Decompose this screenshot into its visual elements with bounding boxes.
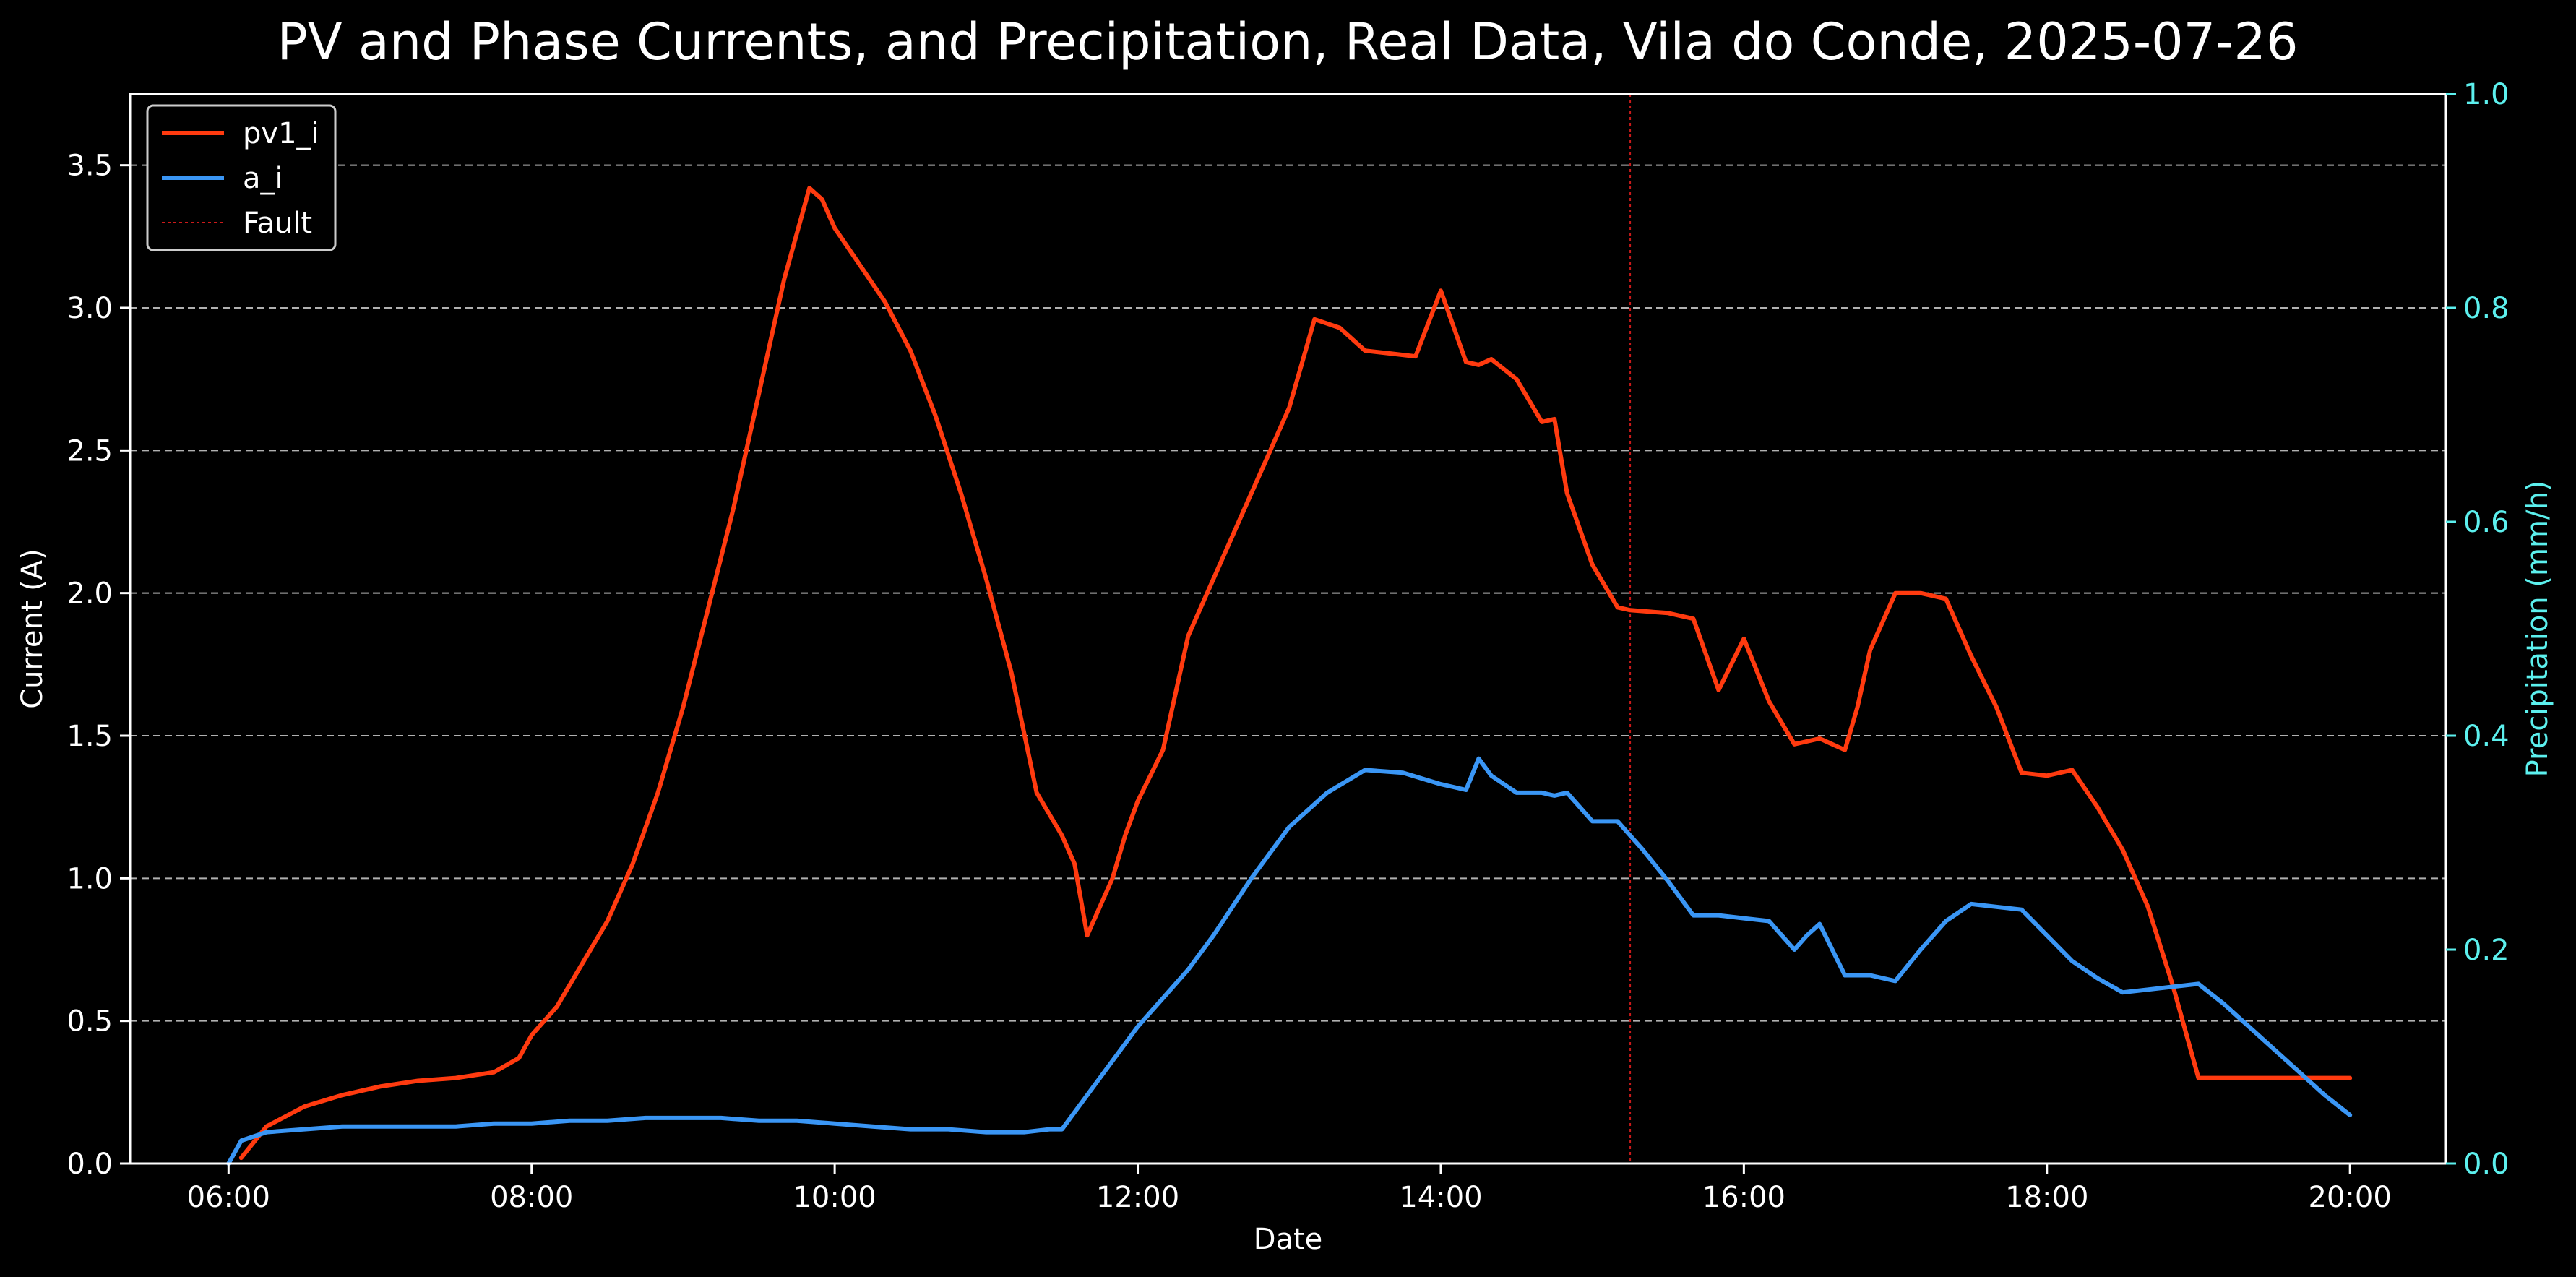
x-axis-label: Date: [1254, 1223, 1323, 1256]
y-axis-right: 0.0 0.2 0.4 0.6 0.8 1.0: [2446, 78, 2510, 1181]
y2-tick-label: 0.0: [2463, 1148, 2510, 1181]
y2-tick-label: 0.2: [2463, 934, 2510, 967]
y-tick-label: 2.0: [66, 577, 113, 611]
legend-label: Fault: [243, 207, 312, 240]
x-axis: 06:00 08:00 10:00 12:00 14:00 16:00 18:00 20:00: [187, 1164, 2392, 1214]
y-tick-label: 0.0: [66, 1148, 113, 1181]
y-tick-label: 1.0: [66, 862, 113, 895]
x-tick-label: 10:00: [793, 1181, 876, 1214]
y2-tick-label: 0.6: [2463, 506, 2510, 539]
series-layer: [226, 186, 2353, 1166]
y-tick-label: 3.5: [66, 150, 113, 183]
x-tick-label: 20:00: [2309, 1181, 2392, 1214]
series-line-pv1_i: [238, 186, 2353, 1161]
legend-label: a_i: [243, 162, 283, 195]
plot-frame: [129, 93, 2447, 1165]
y-tick-label: 0.5: [66, 1005, 113, 1039]
y-axis-left: 0.0 0.5 1.0 1.5 2.0 2.5 3.0 3.5: [66, 150, 130, 1181]
legend: pv1_i a_i Fault: [146, 104, 337, 251]
x-tick-label: 12:00: [1096, 1181, 1179, 1214]
y-tick-label: 1.5: [66, 720, 113, 753]
y2-axis-label: Precipitation (mm/h): [2521, 481, 2554, 778]
x-tick-label: 14:00: [1399, 1181, 1482, 1214]
legend-label: pv1_i: [243, 117, 319, 150]
y2-tick-label: 0.4: [2463, 720, 2510, 753]
y2-tick-label: 1.0: [2463, 78, 2510, 111]
x-tick-label: 06:00: [187, 1181, 270, 1214]
y-tick-label: 3.0: [66, 292, 113, 325]
series-line-a_i: [226, 756, 2353, 1166]
x-tick-label: 18:00: [2005, 1181, 2088, 1214]
y-tick-label: 2.5: [66, 434, 113, 468]
legend-box: [146, 104, 337, 251]
chart-title: PV and Phase Currents, and Precipitation…: [277, 12, 2299, 72]
y-axis-label: Current (A): [16, 549, 49, 709]
grid-lines: [130, 164, 2446, 1022]
x-tick-label: 08:00: [490, 1181, 573, 1214]
y2-tick-label: 0.8: [2463, 292, 2510, 325]
x-tick-label: 16:00: [1702, 1181, 1785, 1214]
